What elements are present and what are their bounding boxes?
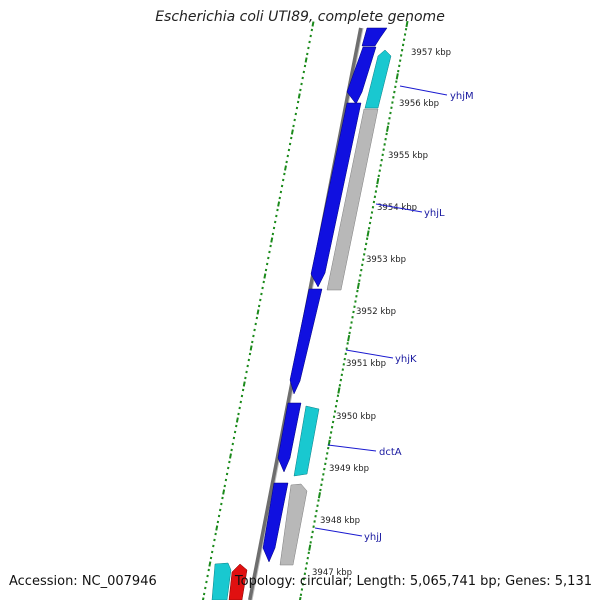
gene-label-yhjm[interactable]: yhjM	[450, 91, 474, 102]
major-tick	[284, 165, 287, 171]
scale-ticks	[201, 20, 409, 600]
scale-label: 3957 kbp	[411, 48, 451, 58]
major-tick	[249, 345, 253, 351]
scale-label: 3948 kbp	[320, 516, 360, 526]
scale-label: 3953 kbp	[366, 255, 406, 265]
gene-feature[interactable]	[279, 483, 308, 566]
gene-label-dcta[interactable]: dctA	[379, 447, 402, 458]
topology-label: Topology: circular; Length: 5,065,741 bp…	[234, 574, 592, 589]
major-tick	[405, 20, 409, 28]
scale-label: 3951 kbp	[346, 359, 386, 369]
gene-track-outer	[211, 49, 392, 600]
gene-labels: yhjM yhjL yhjK dctA yhjJ	[364, 91, 474, 543]
major-tick	[347, 335, 351, 342]
scale-label: 3952 kbp	[356, 307, 396, 317]
major-tick	[395, 73, 399, 80]
gene-label-yhjk[interactable]: yhjK	[395, 354, 417, 365]
scale-labels: 3957 kbp 3956 kbp 3955 kbp 3954 kbp 3953…	[312, 48, 451, 578]
major-tick	[308, 544, 312, 551]
major-tick	[317, 492, 321, 499]
gene-feature[interactable]	[364, 49, 392, 109]
major-tick	[277, 201, 281, 207]
major-tick	[376, 177, 380, 185]
major-tick	[290, 129, 294, 135]
gene-feature[interactable]	[262, 482, 289, 563]
major-tick	[311, 21, 315, 27]
major-tick	[366, 230, 370, 237]
gene-feature[interactable]	[310, 102, 362, 288]
major-tick	[337, 387, 341, 394]
gene-feature[interactable]	[293, 405, 320, 477]
major-tick	[215, 525, 219, 531]
major-tick	[235, 417, 239, 423]
major-tick	[208, 561, 212, 567]
gene-label-leaders	[314, 85, 448, 537]
gene-feature[interactable]	[211, 562, 232, 600]
major-tick	[229, 453, 232, 459]
major-tick	[297, 93, 301, 99]
gene-feature[interactable]	[326, 108, 379, 291]
major-tick	[304, 57, 308, 63]
gene-feature[interactable]	[346, 46, 377, 105]
major-tick	[270, 237, 274, 243]
major-tick	[256, 309, 260, 315]
gene-feature[interactable]	[289, 288, 323, 395]
scale-label: 3947 kbp	[312, 568, 352, 578]
scale-label: 3955 kbp	[388, 151, 428, 161]
gene-feature[interactable]	[228, 563, 248, 600]
major-tick	[201, 597, 205, 600]
scale-label: 3956 kbp	[399, 99, 439, 109]
major-tick	[386, 125, 390, 132]
major-tick	[298, 596, 302, 600]
major-tick	[242, 381, 246, 387]
scale-label: 3950 kbp	[336, 412, 376, 422]
major-tick	[263, 273, 267, 279]
scale-label: 3949 kbp	[329, 464, 369, 474]
gene-label-yhjj[interactable]: yhjJ	[364, 532, 382, 543]
gene-label-yhjl[interactable]: yhjL	[424, 208, 445, 219]
major-tick	[222, 489, 226, 495]
accession-label: Accession: NC_007946	[9, 574, 157, 589]
gene-track-inner	[262, 27, 388, 563]
map-title: Escherichia coli UTI89, complete genome	[155, 9, 445, 25]
gene-feature[interactable]	[277, 402, 302, 473]
major-tick	[356, 282, 360, 289]
gene-feature[interactable]	[361, 27, 388, 47]
